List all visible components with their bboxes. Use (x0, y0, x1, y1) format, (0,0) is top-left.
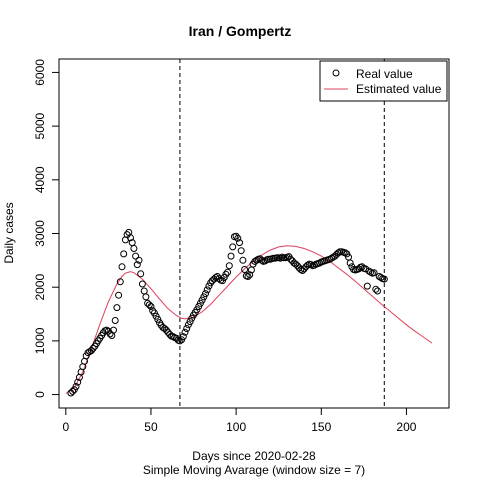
vertical-lines (179, 59, 385, 408)
x-tick-label: 200 (396, 420, 416, 434)
real-value-point (363, 282, 371, 290)
real-value-point (176, 337, 184, 345)
real-value-point (328, 254, 335, 262)
real-value-point (145, 301, 153, 309)
real-value-point (183, 325, 191, 332)
real-value-point (115, 291, 123, 299)
real-value-point (234, 234, 242, 242)
real-value-point (244, 273, 252, 280)
real-value-point (229, 243, 237, 251)
real-value-point (162, 326, 170, 334)
real-value-point (355, 265, 363, 273)
x-tick-label: 150 (311, 420, 331, 434)
real-value-point (186, 318, 194, 326)
real-value-point (69, 387, 77, 395)
x-axis-label: Days since 2020-02-28 (192, 449, 316, 463)
y-axis: 0 1000 2000 3000 4000 5000 6000 (33, 59, 59, 398)
real-value-point (253, 256, 261, 264)
real-value-point (127, 234, 134, 242)
real-value-point (370, 269, 378, 277)
real-value-point (237, 247, 245, 255)
real-series (67, 228, 388, 397)
x-tick-label: 100 (226, 420, 246, 434)
real-value-point (341, 249, 349, 257)
y-axis-label: Daily cases (2, 202, 16, 263)
real-value-point (246, 271, 254, 279)
legend-box (319, 60, 448, 102)
legend-marker-real (332, 69, 340, 77)
x-tick-label: 50 (144, 420, 158, 434)
real-value-point (179, 333, 187, 341)
real-value-point (133, 261, 141, 269)
real-value-point (236, 239, 243, 247)
x-tick-label: 0 (62, 420, 69, 434)
real-value-point (110, 326, 117, 334)
real-value-point (116, 278, 124, 286)
estimated-line (65, 245, 433, 394)
real-value-point (142, 293, 150, 301)
real-value-point (222, 270, 230, 278)
real-value-point (149, 307, 157, 315)
real-value-point (232, 232, 240, 240)
real-value-point (138, 280, 146, 288)
real-value-point (258, 256, 266, 264)
chart-title: Iran / Gompertz (189, 23, 292, 39)
real-value-point (307, 261, 315, 269)
real-value-point (377, 274, 385, 281)
real-value-point (241, 266, 249, 273)
real-value-point (334, 249, 342, 257)
estimated-series (65, 245, 433, 394)
real-value-point (87, 347, 95, 354)
legend: Real value Estimated value (319, 60, 448, 102)
legend-label-real: Real value (356, 67, 413, 81)
real-value-point (74, 378, 82, 386)
real-value-point (346, 259, 354, 267)
real-value-point (72, 383, 80, 390)
real-value-point (89, 344, 97, 352)
real-value-point (147, 303, 155, 310)
y-tick-label: 3000 (33, 220, 47, 247)
real-value-point (181, 328, 189, 336)
real-value-point (132, 252, 140, 260)
real-value-point (111, 317, 119, 324)
real-value-point (137, 270, 145, 278)
real-value-point (224, 268, 232, 276)
real-value-point (135, 256, 143, 264)
x-axis: 0 50 100 150 200 (62, 407, 417, 434)
real-value-point (372, 285, 380, 293)
real-value-point (358, 263, 366, 271)
real-value-point (200, 293, 208, 301)
real-value-point (215, 275, 223, 283)
y-tick-label: 1000 (33, 327, 47, 354)
real-value-point (380, 275, 388, 283)
real-value-point (239, 256, 247, 264)
real-value-point (304, 261, 312, 269)
real-value-point (120, 250, 128, 258)
chart-subtitle: Simple Moving Avarage (window size = 7) (143, 463, 365, 477)
real-value-point (118, 263, 126, 271)
y-tick-label: 4000 (33, 166, 47, 193)
real-value-point (227, 252, 235, 260)
y-tick-label: 0 (33, 391, 47, 398)
real-value-point (203, 286, 211, 294)
y-tick-label: 5000 (33, 112, 47, 139)
y-tick-label: 6000 (33, 59, 47, 86)
real-value-point (374, 287, 381, 295)
real-value-point (113, 304, 121, 312)
real-value-point (169, 333, 177, 341)
real-value-point (276, 254, 284, 262)
real-value-point (130, 245, 138, 252)
real-value-point (367, 268, 375, 276)
y-tick-label: 2000 (33, 274, 47, 301)
real-value-point (202, 290, 209, 298)
legend-label-estimated: Estimated value (356, 82, 442, 96)
real-value-point (225, 262, 233, 270)
